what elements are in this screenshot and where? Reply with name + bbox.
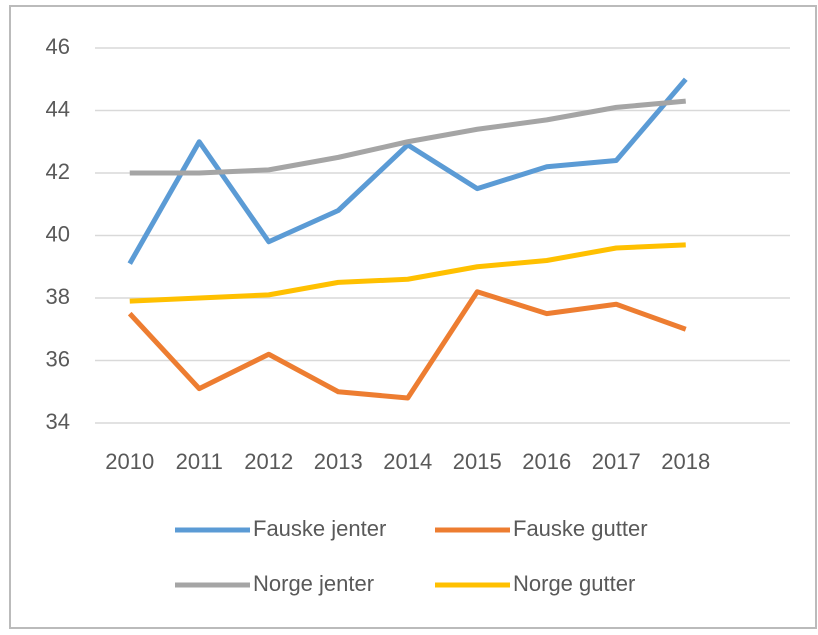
line-series [129, 98, 686, 176]
legend-label: Fauske gutter [513, 516, 648, 541]
y-tick-label: 44 [46, 96, 70, 121]
y-tick-label: 46 [46, 34, 70, 59]
chart-frame [9, 5, 817, 629]
x-tick-label: 2012 [244, 449, 293, 474]
y-tick-label: 36 [46, 346, 70, 371]
legend-label: Norge gutter [513, 571, 635, 596]
y-tick-label: 42 [46, 159, 70, 184]
line-series [127, 289, 687, 401]
x-tick-label: 2018 [661, 449, 710, 474]
x-tick-label: 2010 [105, 449, 154, 474]
x-tick-label: 2017 [592, 449, 641, 474]
line-series [127, 77, 688, 265]
y-tick-label: 34 [46, 409, 70, 434]
x-tick-label: 2013 [314, 449, 363, 474]
x-tick-label: 2016 [522, 449, 571, 474]
legend-label: Norge jenter [253, 571, 374, 596]
line-series [129, 242, 686, 304]
x-tick-label: 2011 [176, 449, 223, 474]
y-tick-label: 38 [46, 284, 70, 309]
y-tick-label: 40 [46, 221, 70, 246]
x-tick-label: 2014 [383, 449, 432, 474]
legend-label: Fauske jenter [253, 516, 386, 541]
x-tick-label: 2015 [453, 449, 502, 474]
